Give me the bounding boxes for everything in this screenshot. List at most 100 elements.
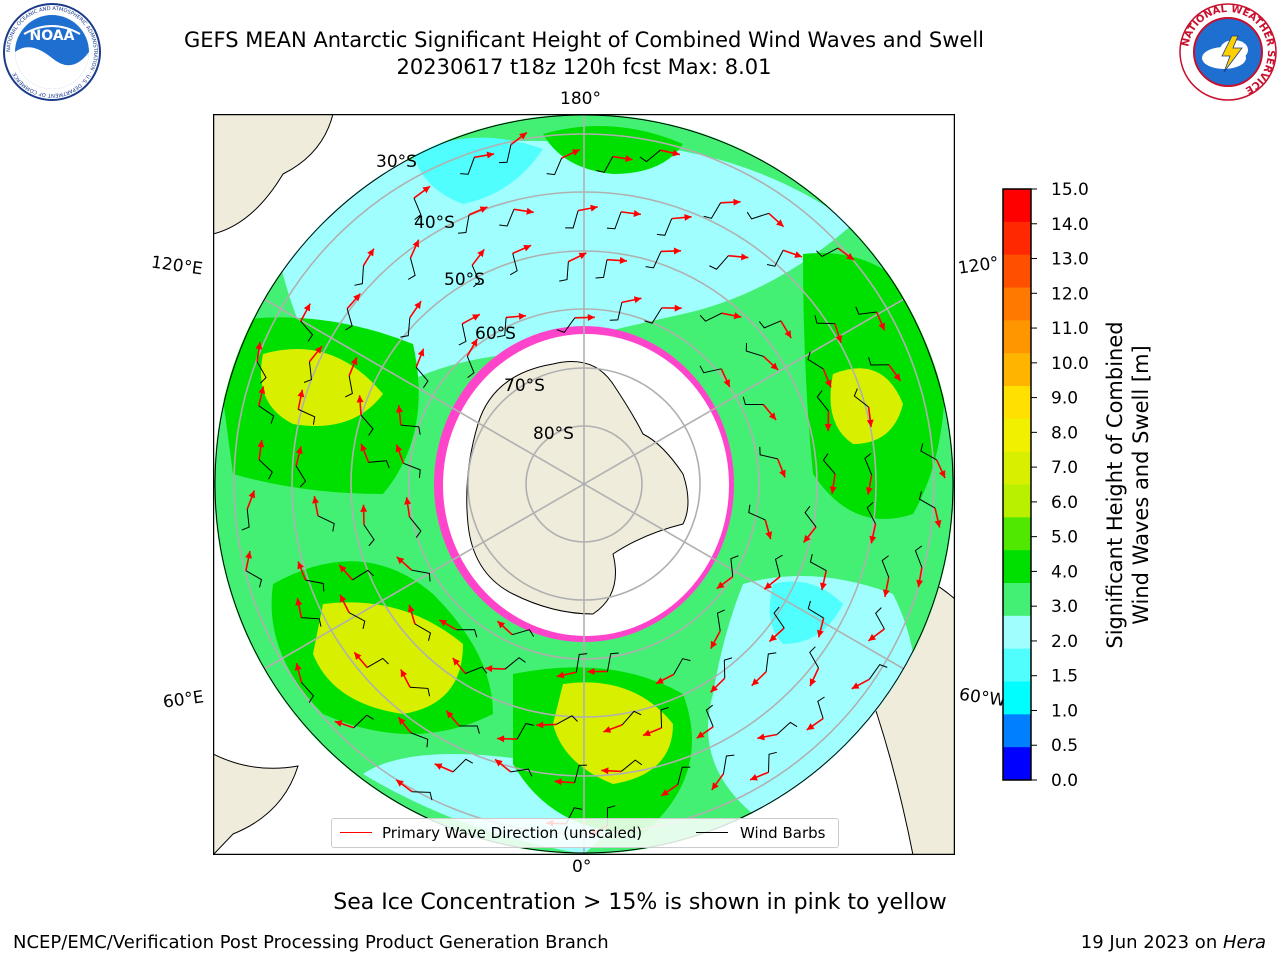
footer-date-text: 19 Jun 2023 on: [1080, 932, 1223, 953]
wind-barb: [400, 317, 411, 338]
wind-barb: [499, 209, 515, 227]
wave-arrowhead: [878, 322, 885, 331]
lon-label-right-upper: 120°: [956, 253, 1001, 279]
wind-barb: [413, 197, 422, 221]
wind-barb: [409, 686, 431, 697]
wave-arrowhead: [400, 669, 408, 678]
wind-barb: [705, 704, 714, 727]
colorbar-tick-label: 9.0: [1051, 389, 1078, 409]
wave-arrowhead: [334, 720, 343, 727]
wind-barb: [509, 253, 518, 276]
colorbar-segment: [1003, 583, 1031, 617]
colorbar-segment: [1003, 320, 1031, 354]
lat-label-80s: 80°S: [533, 424, 574, 444]
wave-arrowhead: [803, 534, 811, 543]
colorbar-label-line1: Significant Height of Combined: [1103, 321, 1127, 649]
wave-arrowhead: [312, 496, 320, 504]
wind-barb: [746, 211, 769, 220]
wave-arrowhead: [439, 619, 448, 627]
land-australia-corner: [213, 114, 334, 235]
wind-barb: [742, 396, 764, 406]
wave-arrowhead: [395, 444, 403, 453]
footer-date: 19 Jun 2023 on Hera: [1081, 932, 1266, 953]
colorbar-segment: [1003, 418, 1031, 453]
wind-barb: [816, 390, 829, 412]
wave-arrowhead: [360, 443, 367, 452]
wave-arrowhead: [414, 301, 422, 309]
wind-barb: [816, 247, 839, 258]
footer-credit: NCEP/EMC/Verification Post Processing Pr…: [13, 932, 609, 953]
wind-barb: [722, 754, 735, 774]
wind-barb: [360, 414, 374, 436]
noaa-logo: NOAA NATIONAL OCEANIC AND ATMOSPHERIC AD…: [3, 3, 101, 101]
lat-label-50s: 50°S: [444, 270, 485, 290]
legend-wave-label: Primary Wave Direction (unscaled): [382, 824, 643, 842]
wave-arrowhead: [486, 151, 495, 159]
wave-arrowhead: [794, 251, 803, 258]
wind-barb: [466, 355, 475, 379]
sea-ice-note: Sea Ice Concentration > 15% is shown in …: [333, 890, 947, 915]
colorbar-tick-label: 0.0: [1051, 771, 1078, 790]
wave-arrowhead: [571, 149, 580, 156]
colorbar-tick-label: 11.0: [1051, 319, 1089, 339]
wind-barb: [868, 357, 889, 366]
wave-arrowhead: [770, 362, 779, 370]
wind-barb: [864, 452, 873, 476]
wave-arrowhead: [757, 733, 765, 741]
wave-arrowhead: [518, 312, 526, 320]
colorbar-segment: [1003, 386, 1031, 420]
wind-barb: [596, 156, 614, 173]
wind-barb: [344, 375, 353, 398]
colorbar-tick-label: 8.0: [1051, 423, 1078, 443]
wave-arrowhead: [619, 256, 627, 264]
wave-field-low-north: [273, 140, 853, 414]
wave-arrowhead: [716, 581, 725, 589]
wind-barb: [814, 315, 835, 325]
wave-arrowhead: [938, 470, 946, 478]
wave-arrowhead: [422, 186, 431, 194]
wave-arrowhead: [255, 342, 263, 350]
wave-arrowhead: [817, 629, 824, 638]
wave-arrowhead: [477, 249, 485, 258]
wave-arrowhead: [417, 348, 425, 357]
wave-arrowhead: [523, 244, 532, 252]
wind-barb: [368, 460, 390, 469]
wave-arrowhead: [625, 155, 633, 163]
wind-barb: [352, 569, 375, 581]
wind-barb: [459, 725, 480, 734]
wave-arrowhead: [776, 219, 784, 227]
wind-barb: [471, 265, 481, 288]
wave-arrowhead: [303, 303, 311, 312]
wind-barb: [512, 629, 535, 637]
wind-barb: [656, 218, 673, 236]
wave-arrowhead: [526, 207, 534, 215]
wave-arrowhead: [396, 556, 405, 565]
wind-barb: [258, 405, 275, 424]
wave-arrowhead: [412, 239, 420, 248]
wave-arrowhead: [710, 640, 718, 649]
legend-wind-label: Wind Barbs: [740, 824, 826, 842]
wind-barb: [881, 555, 890, 578]
wave-arrowhead: [733, 312, 742, 320]
wave-arrowhead: [751, 678, 760, 686]
colorbar-segment: [1003, 681, 1031, 715]
colorbar-segment: [1003, 189, 1031, 223]
wind-barb: [773, 606, 785, 629]
wind-barb: [366, 657, 389, 668]
colorbar-tick-label: 5.0: [1051, 528, 1078, 548]
colorbar-tick-label: 10.0: [1051, 354, 1089, 374]
colorbar-frame: [1002, 188, 1032, 781]
wave-arrowhead: [934, 519, 942, 528]
wind-barb: [759, 446, 778, 460]
wind-barb: [730, 555, 739, 577]
wind-barb: [920, 443, 937, 461]
wind-barb: [809, 646, 819, 669]
wind-barb: [709, 255, 729, 270]
wind-barb: [555, 715, 578, 725]
colorbar-segment: [1003, 517, 1031, 551]
footer-machine: Hera: [1222, 932, 1266, 953]
wind-barb: [317, 515, 335, 532]
colorbar-tick-label: 14.0: [1051, 215, 1089, 235]
wave-arrowhead: [765, 531, 773, 540]
wind-barb: [510, 768, 533, 777]
